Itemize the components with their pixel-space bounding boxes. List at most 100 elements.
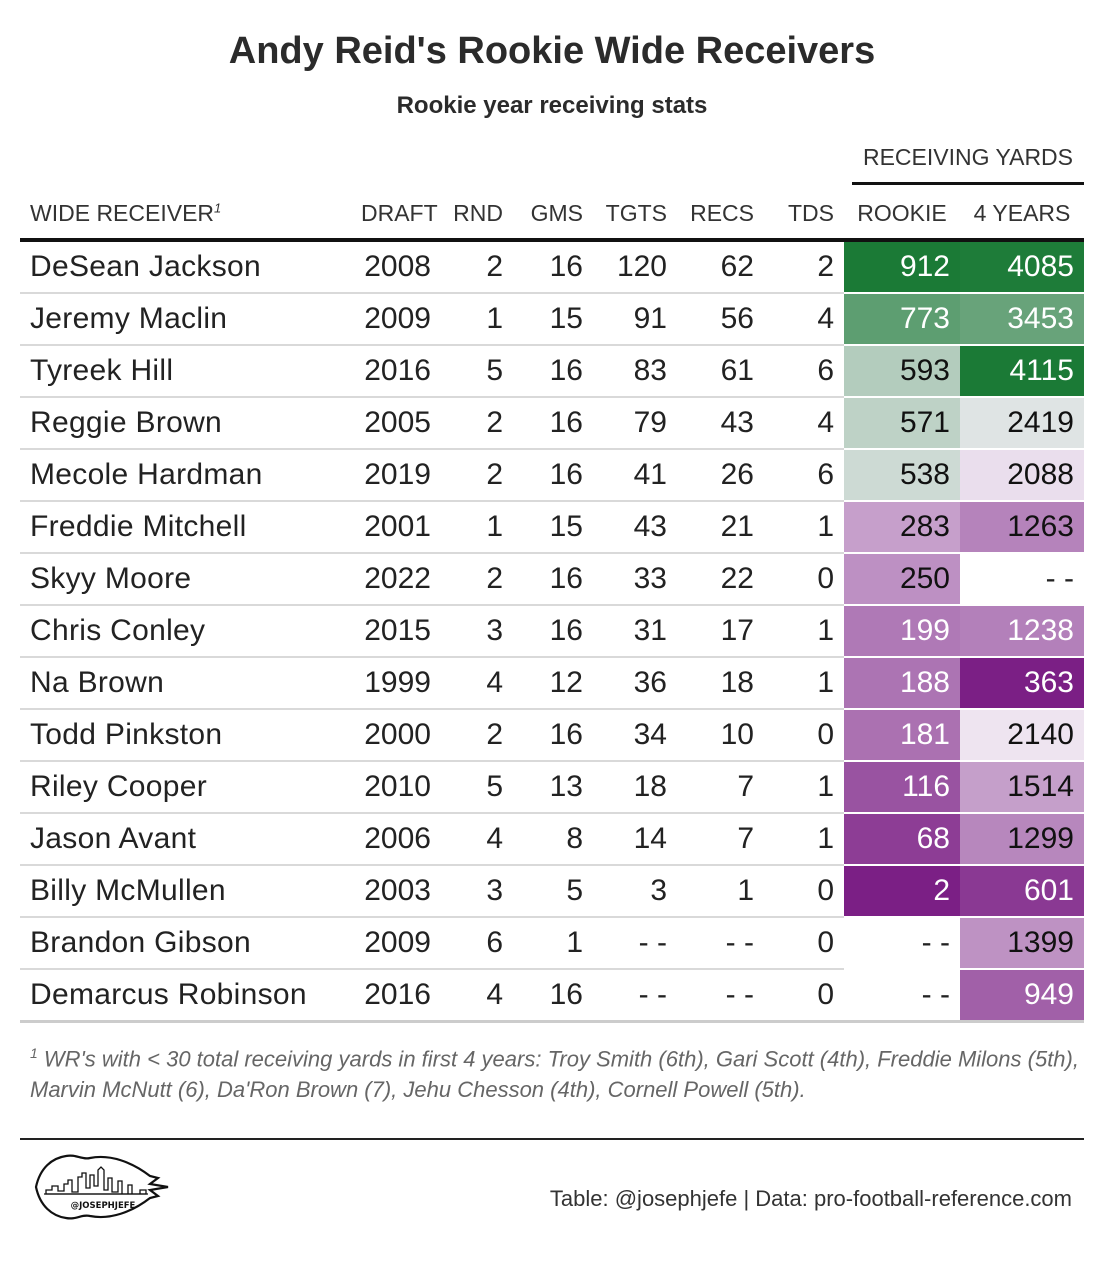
four-year-yards-cell: - - xyxy=(1045,562,1074,595)
table-row: Billy McMullen 2003 3 5 3 1 0 2 601 xyxy=(20,865,1084,918)
draft-year-cell: 2016 xyxy=(351,345,441,398)
four-year-yards-cell: 4085 xyxy=(960,240,1084,293)
four-year-yards-cell: 1263 xyxy=(960,501,1084,553)
draft-year-cell: 2006 xyxy=(351,813,441,866)
receiver-name-cell: Jeremy Maclin xyxy=(20,293,351,346)
touchdowns-cell: 1 xyxy=(764,761,844,814)
games-cell: 16 xyxy=(513,449,593,502)
four-year-yards-cell: 2419 xyxy=(960,397,1084,449)
round-cell: 1 xyxy=(441,293,513,346)
chart-subtitle: Rookie year receiving stats xyxy=(396,92,708,119)
four-year-yards-cell: 3453 xyxy=(960,293,1084,345)
targets-cell: 18 xyxy=(593,761,677,814)
rookie-yards-cell: 188 xyxy=(844,657,960,709)
rookie-yards-cell: - - xyxy=(844,969,960,1023)
table-row: Jason Avant 2006 4 8 14 7 1 68 1299 xyxy=(20,813,1084,866)
touchdowns-cell: 1 xyxy=(764,813,844,866)
table-row: Freddie Mitchell 2001 1 15 43 21 1 283 1263 xyxy=(20,501,1084,554)
round-cell: 2 xyxy=(441,709,513,762)
footer-rule xyxy=(20,1138,1084,1140)
games-cell: 16 xyxy=(513,969,593,1023)
touchdowns-cell: 2 xyxy=(764,240,844,294)
four-year-yards-cell: 2140 xyxy=(960,709,1084,761)
games-cell: 16 xyxy=(513,605,593,658)
targets-cell: 36 xyxy=(593,657,677,710)
rookie-yards-cell: 250 xyxy=(844,553,960,605)
spanner-rule xyxy=(852,182,1084,185)
logo-text: @JOSEPHJEFE xyxy=(71,1201,136,1211)
receptions-cell: 17 xyxy=(677,605,764,658)
draft-year-cell: 2009 xyxy=(351,917,441,970)
footnote-mark: 1 xyxy=(30,1045,38,1061)
targets-cell: 43 xyxy=(593,501,677,554)
targets-cell: 120 xyxy=(593,240,677,294)
col-header-rnd: RND xyxy=(441,188,513,242)
rookie-yards-cell: 593 xyxy=(844,345,960,397)
four-year-yards-cell: 2088 xyxy=(960,449,1084,501)
touchdowns-cell: 1 xyxy=(764,657,844,710)
col-header-draft: DRAFT xyxy=(351,188,441,242)
arrowhead-skyline-logo-icon: @JOSEPHJEFE xyxy=(34,1154,169,1220)
touchdowns-cell: 0 xyxy=(764,553,844,606)
col-header-wide-receiver: WIDE RECEIVER1 xyxy=(20,188,351,242)
touchdowns-cell: 0 xyxy=(764,709,844,762)
table-row: Skyy Moore 2022 2 16 33 22 0 250 - - xyxy=(20,553,1084,606)
four-year-yards-cell: 1238 xyxy=(960,605,1084,657)
receptions-cell: 7 xyxy=(677,761,764,814)
rookie-yards-cell: 571 xyxy=(844,397,960,449)
targets-cell: 91 xyxy=(593,293,677,346)
col-header-tgts: TGTS xyxy=(593,188,677,242)
draft-year-cell: 2010 xyxy=(351,761,441,814)
targets-cell: - - xyxy=(593,969,677,1023)
four-year-yards-cell: 363 xyxy=(960,657,1084,709)
four-year-yards-cell: 601 xyxy=(960,865,1084,917)
header-row: WIDE RECEIVER1 DRAFT RND GMS TGTS RECS T… xyxy=(20,188,1084,242)
rookie-yards-cell: 199 xyxy=(844,605,960,657)
rookie-yards-cell: 116 xyxy=(844,761,960,813)
touchdowns-cell: 4 xyxy=(764,293,844,346)
draft-year-cell: 2001 xyxy=(351,501,441,554)
round-cell: 2 xyxy=(441,449,513,502)
targets-cell: 79 xyxy=(593,397,677,450)
receptions-cell: 61 xyxy=(677,345,764,398)
receiver-name-cell: Todd Pinkston xyxy=(20,709,351,762)
receiver-name-cell: Demarcus Robinson xyxy=(20,969,351,1023)
table-row: Tyreek Hill 2016 5 16 83 61 6 593 4115 xyxy=(20,345,1084,398)
receptions-cell: 7 xyxy=(677,813,764,866)
table-row: Jeremy Maclin 2009 1 15 91 56 4 773 3453 xyxy=(20,293,1084,346)
table-row: Reggie Brown 2005 2 16 79 43 4 571 2419 xyxy=(20,397,1084,450)
touchdowns-cell: 0 xyxy=(764,917,844,970)
rookie-yards-cell: - - xyxy=(921,926,950,959)
targets-cell: - - xyxy=(593,917,677,970)
draft-year-cell: 2022 xyxy=(351,553,441,606)
col-header-label: WIDE RECEIVER xyxy=(30,199,215,226)
receptions-cell: - - xyxy=(677,917,764,970)
table-row: Todd Pinkston 2000 2 16 34 10 0 181 2140 xyxy=(20,709,1084,762)
targets-cell: 83 xyxy=(593,345,677,398)
table-row: DeSean Jackson 2008 2 16 120 62 2 912 4085 xyxy=(20,240,1084,294)
round-cell: 2 xyxy=(441,397,513,450)
table-row: Demarcus Robinson 2016 4 16- -- -0- -949 xyxy=(20,969,1084,1023)
games-cell: 16 xyxy=(513,709,593,762)
round-cell: 6 xyxy=(441,917,513,970)
games-cell: 12 xyxy=(513,657,593,710)
receiver-name-cell: Chris Conley xyxy=(20,605,351,658)
rookie-yards-cell: 538 xyxy=(844,449,960,501)
round-cell: 4 xyxy=(441,813,513,866)
targets-cell: 33 xyxy=(593,553,677,606)
touchdowns-cell: 4 xyxy=(764,397,844,450)
receiver-name-cell: Tyreek Hill xyxy=(20,345,351,398)
table-row: Brandon Gibson 2009 6 1- -- -0- -1399 xyxy=(20,917,1084,970)
four-year-yards-cell: 4115 xyxy=(960,345,1084,397)
table-body: DeSean Jackson 2008 2 16 120 62 2 912 4085 Jeremy… xyxy=(20,240,1084,1023)
receptions-cell: 62 xyxy=(677,240,764,294)
receiving-yards-spanner: RECEIVING YARDS xyxy=(862,144,1074,170)
games-cell: 5 xyxy=(513,865,593,918)
draft-year-cell: 2008 xyxy=(351,240,441,294)
draft-year-cell: 2016 xyxy=(351,969,441,1023)
footnote: 1 WR's with < 30 total receiving yards i… xyxy=(30,1038,1080,1105)
table-row: Na Brown 1999 4 12 36 18 1 188 363 xyxy=(20,657,1084,710)
games-cell: 1 xyxy=(513,917,593,970)
touchdowns-cell: 1 xyxy=(764,501,844,554)
targets-cell: 3 xyxy=(593,865,677,918)
